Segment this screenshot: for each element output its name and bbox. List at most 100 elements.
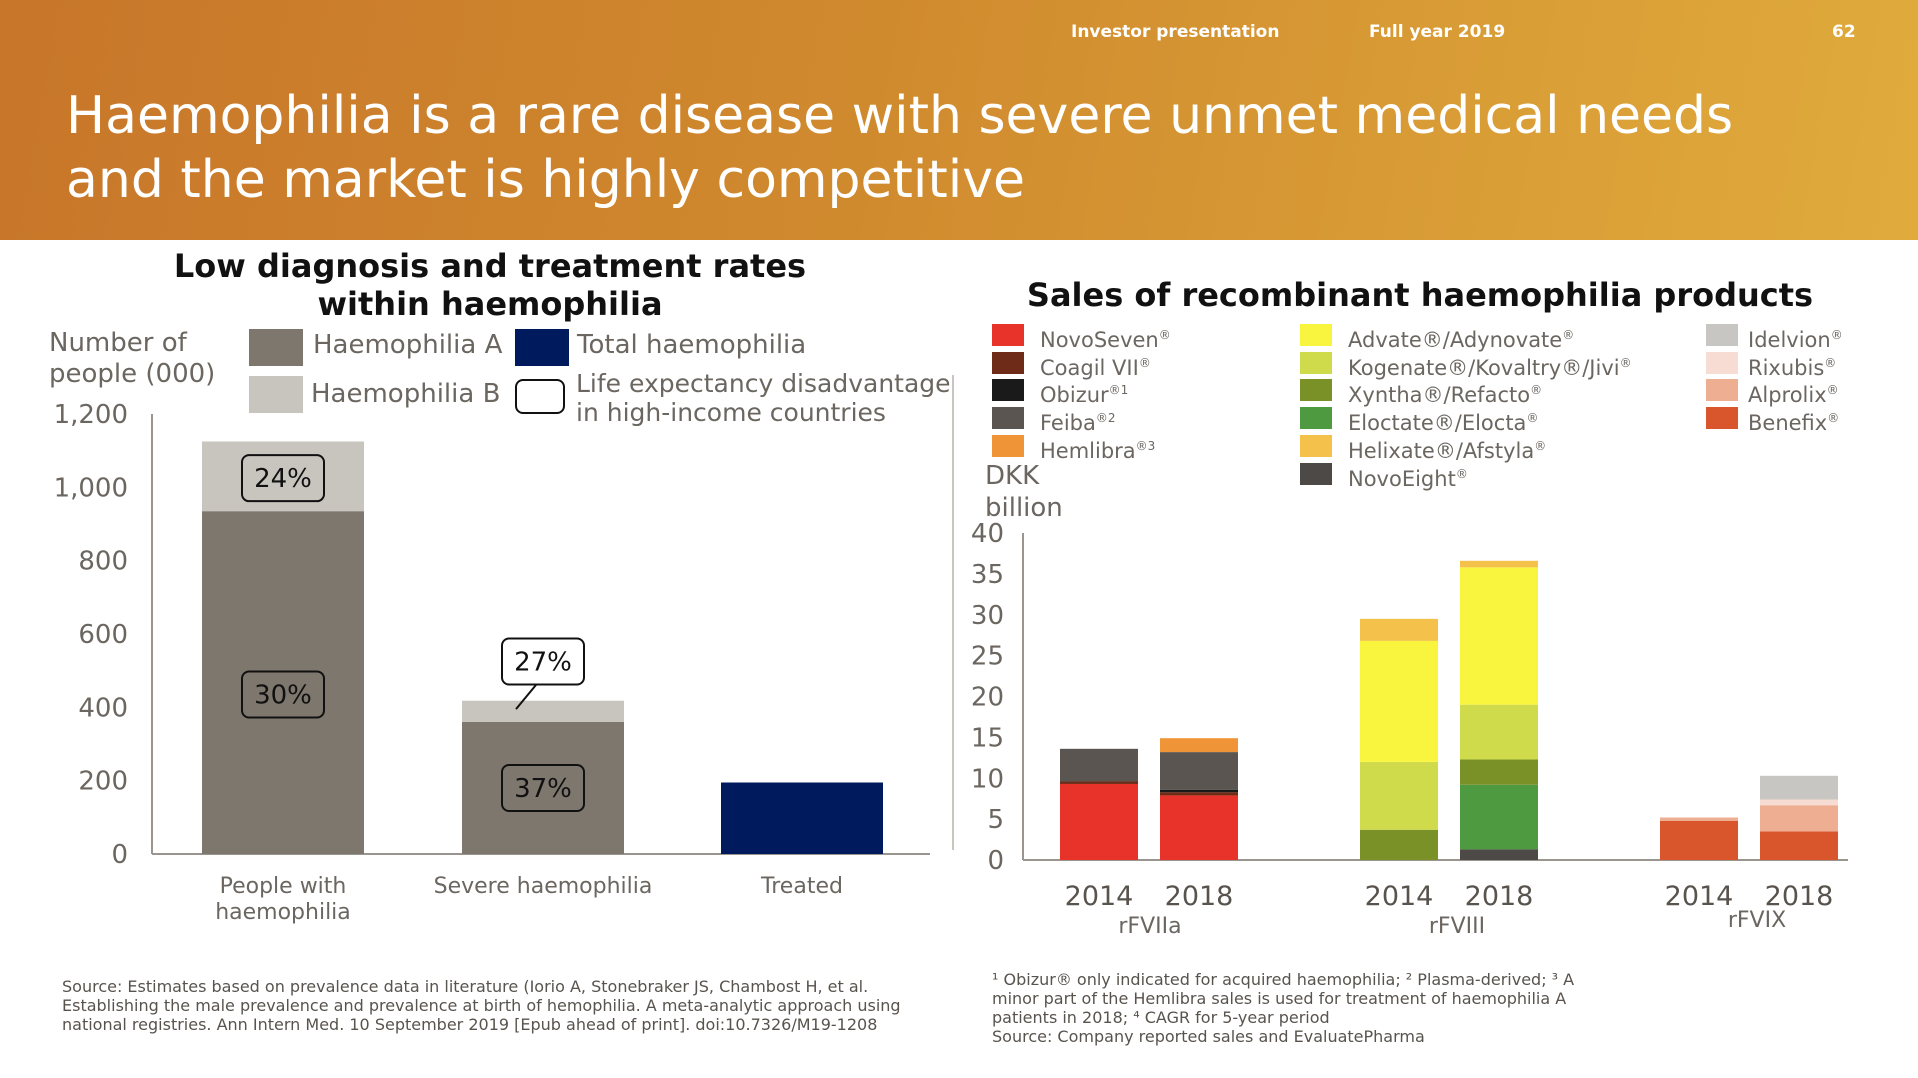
right-bar-helixate-afstyla bbox=[1460, 560, 1538, 568]
right-group-label: rFVIX bbox=[1728, 908, 1786, 933]
right-bar-idelvion bbox=[1760, 775, 1838, 800]
left-ylabel-line1: Number of bbox=[49, 328, 187, 358]
right-bar-benefix bbox=[1760, 831, 1838, 860]
right-y-tick-label: 30 bbox=[971, 601, 1004, 631]
legend-swatch-xyntha-refacto bbox=[1300, 379, 1332, 402]
legend-superscript: ® bbox=[1455, 466, 1468, 481]
legend-superscript: ®2 bbox=[1095, 411, 1116, 426]
left-category-label: Treated bbox=[760, 874, 843, 899]
right-bar-benefix bbox=[1660, 820, 1738, 860]
legend-name: Obizur bbox=[1040, 383, 1109, 408]
legend-name: Idelvion bbox=[1748, 328, 1831, 352]
legend-label-kogenate-kovaltry-jivi: Kogenate®/Kovaltry®/Jivi® bbox=[1348, 351, 1632, 380]
right-y-tick-label: 40 bbox=[971, 519, 1004, 549]
left-source-line3: national registries. Ann Intern Med. 10 … bbox=[62, 1015, 878, 1034]
legend-superscript: ® bbox=[1827, 411, 1840, 426]
right-bar-feiba bbox=[1160, 752, 1238, 790]
right-y-tick-label: 10 bbox=[971, 764, 1004, 794]
annotation-label: 37% bbox=[514, 774, 572, 804]
legend-label-alprolix: Alprolix® bbox=[1748, 378, 1839, 407]
legend-label-coagil-vii: Coagil VII® bbox=[1040, 351, 1151, 380]
legend-swatch-kogenate-kovaltry-jivi bbox=[1300, 351, 1332, 374]
legend-superscript: ® bbox=[1158, 328, 1171, 342]
legend-label-feiba: Feiba®2 bbox=[1040, 406, 1116, 435]
period-label: Full year 2019 bbox=[1369, 22, 1506, 42]
legend-name: Coagil VII bbox=[1040, 355, 1139, 380]
legend-swatch-novoeight bbox=[1300, 462, 1332, 485]
legend-swatch-total bbox=[515, 329, 569, 366]
legend-name: Alprolix bbox=[1748, 383, 1827, 408]
legend-label-haemophilia-a: Haemophilia A bbox=[313, 330, 503, 360]
section-label: Investor presentation bbox=[1071, 22, 1280, 42]
annotation-box bbox=[501, 637, 585, 686]
legend-name: Xyntha®/Refacto bbox=[1348, 383, 1531, 408]
right-bar-helixate-afstyla bbox=[1360, 618, 1438, 641]
slide-title-line2: and the market is highly competitive bbox=[66, 150, 1025, 210]
legend-label-obizur: Obizur®1 bbox=[1040, 378, 1128, 407]
legend-swatch-eloctate-elocta bbox=[1300, 407, 1332, 430]
legend-name: Kogenate®/Kovaltry®/Jivi bbox=[1348, 355, 1620, 380]
annotation-box bbox=[501, 764, 585, 812]
annotation-label: 24% bbox=[254, 464, 312, 494]
slide-title-line1: Haemophilia is a rare disease with sever… bbox=[66, 86, 1734, 146]
legend-swatch-coagil-vii bbox=[992, 351, 1024, 374]
legend-swatch-novoseven bbox=[992, 324, 1024, 346]
left-bar-haemophilia-a bbox=[202, 511, 364, 854]
legend-swatch-obizur bbox=[992, 379, 1024, 402]
right-group-label: rFVIIa bbox=[1118, 914, 1181, 939]
legend-label-novoeight: NovoEight® bbox=[1348, 462, 1468, 491]
right-bar-feiba bbox=[1060, 748, 1138, 782]
right-bar-novoseven bbox=[1160, 795, 1238, 860]
annotation-box bbox=[241, 670, 325, 719]
right-bar-novoseven bbox=[1060, 783, 1138, 860]
legend-superscript: ® bbox=[1562, 328, 1575, 342]
right-chart-title: Sales of recombinant haemophilia product… bbox=[1026, 276, 1814, 314]
left-y-tick-label: 400 bbox=[78, 693, 128, 723]
legend-label-advate-adynovate: Advate®/Adynovate® bbox=[1348, 323, 1574, 352]
right-footnote-line4: Source: Company reported sales and Evalu… bbox=[992, 1027, 1425, 1046]
legend-swatch-advate-adynovate bbox=[1300, 324, 1332, 346]
legend-label-helixate-afstyla: Helixate®/Afstyla® bbox=[1348, 434, 1546, 463]
right-y-tick-label: 25 bbox=[971, 642, 1004, 672]
right-bar-advate-adynovate bbox=[1460, 567, 1538, 705]
left-bar-total-haemophilia bbox=[721, 782, 883, 854]
legend-label-xyntha-refacto: Xyntha®/Refacto® bbox=[1348, 378, 1542, 407]
legend-name: Helixate®/Afstyla bbox=[1348, 438, 1535, 463]
right-bar-xyntha-refacto bbox=[1460, 759, 1538, 785]
left-bar-haemophilia-b bbox=[202, 441, 364, 512]
annotation-label: 30% bbox=[254, 681, 312, 711]
legend-swatch-helixate-afstyla bbox=[1300, 434, 1332, 457]
left-chart-title-line1: Low diagnosis and treatment rates bbox=[173, 247, 807, 285]
legend-label-hemlibra: Hemlibra®3 bbox=[1040, 434, 1155, 463]
legend-superscript: ®1 bbox=[1108, 383, 1129, 398]
legend-name: Eloctate®/Elocta bbox=[1348, 411, 1527, 436]
right-group-label: rFVIII bbox=[1429, 914, 1485, 939]
legend-superscript: ® bbox=[1830, 328, 1843, 342]
left-y-tick-label: 600 bbox=[78, 620, 128, 650]
right-footnote-line2: minor part of the Hemlibra sales is used… bbox=[992, 989, 1567, 1008]
left-chart: 0 200 400 600 800 1,000 1,200 People withhaemop… bbox=[54, 375, 954, 925]
annotation-box bbox=[241, 454, 325, 503]
annotation-label: 27% bbox=[514, 648, 572, 678]
left-category-label: haemophilia bbox=[215, 900, 351, 925]
right-bar-obizur bbox=[1160, 789, 1238, 793]
legend-superscript: ®3 bbox=[1135, 438, 1156, 453]
right-ylabel-line1: DKK bbox=[985, 461, 1040, 491]
legend-swatch-haemophilia-a bbox=[249, 329, 303, 366]
legend-label-total: Total haemophilia bbox=[577, 330, 807, 360]
right-bar-coagil-vii bbox=[1160, 792, 1238, 796]
left-bar-haemophilia-a bbox=[462, 722, 624, 854]
legend-name: Rixubis bbox=[1748, 355, 1825, 380]
right-bar-alprolix bbox=[1660, 817, 1738, 821]
right-y-tick-label: 20 bbox=[971, 683, 1004, 713]
legend-superscript: ® bbox=[1138, 355, 1151, 370]
left-category-label: People with bbox=[220, 874, 347, 899]
left-source-line1: Source: Estimates based on prevalence da… bbox=[62, 977, 869, 996]
right-bar-alprolix bbox=[1760, 805, 1838, 832]
legend-superscript: ® bbox=[1824, 355, 1837, 370]
legend-name: Hemlibra bbox=[1040, 438, 1136, 463]
left-y-tick-label: 800 bbox=[78, 547, 128, 577]
legend-swatch-idelvion bbox=[1706, 324, 1738, 346]
right-bar-coagil-vii bbox=[1060, 781, 1138, 784]
header-banner bbox=[0, 0, 1918, 240]
